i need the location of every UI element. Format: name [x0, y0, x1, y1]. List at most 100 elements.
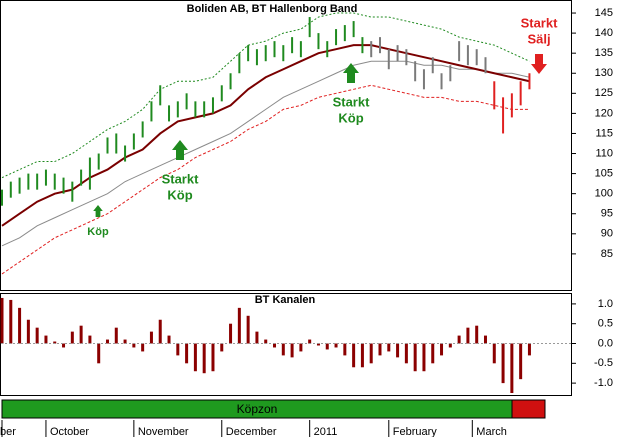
chart-title: Boliden AB, BT Hallenborg Band: [187, 3, 358, 15]
band-line: [1, 84, 530, 275]
oscillator-bar: [466, 327, 470, 344]
annotation: Starkt: [162, 171, 200, 186]
annotation: Köp: [338, 110, 363, 125]
y-tick-label: 125: [595, 87, 613, 99]
oscillator-bar: [185, 343, 189, 364]
oscillator-bar: [158, 319, 162, 344]
x-tick-label: October: [50, 426, 89, 437]
oscillator-bar: [167, 335, 171, 344]
oscillator-bar: [281, 343, 285, 356]
oscillator-bar: [413, 343, 417, 372]
oscillator-bar: [0, 297, 4, 344]
oscillator-bar: [440, 343, 444, 356]
oscillator-bar: [316, 343, 320, 346]
y-tick-label: 120: [595, 107, 613, 119]
y-tick-label: 145: [595, 7, 613, 19]
oscillator-panel: [0, 293, 572, 396]
oscillator-bar: [193, 343, 197, 372]
y-tick-label: 105: [595, 168, 613, 180]
oscillator-bar: [79, 325, 83, 344]
y-tick-label: 130: [595, 67, 613, 79]
x-tick-label: ber: [0, 426, 16, 437]
y-tick-label: 0.0: [598, 337, 613, 349]
y-tick-label: 1.0: [598, 298, 613, 310]
y-tick-label: 0.5: [598, 318, 613, 330]
y-tick-label: 85: [601, 248, 613, 260]
oscillator-bar: [396, 343, 400, 358]
oscillator-bar: [422, 343, 426, 372]
band-line: [1, 60, 530, 247]
oscillator-bar: [492, 343, 496, 364]
zone-label: Köpzon: [237, 402, 278, 416]
oscillator-bar: [141, 343, 145, 352]
oscillator-bar: [360, 343, 364, 368]
signal-arrow: [93, 205, 103, 217]
signal-arrow: [531, 54, 547, 74]
oscillator-bar: [255, 331, 259, 344]
band-line: [1, 12, 530, 179]
y-tick-label: 115: [595, 127, 613, 139]
oscillator-bar: [378, 343, 382, 356]
oscillator-bar: [132, 343, 136, 348]
annotation: Köp: [167, 187, 192, 202]
oscillator-bar: [53, 341, 57, 344]
oscillator-bar: [457, 335, 461, 344]
oscillator-bar: [97, 343, 101, 364]
oscillator-bar: [343, 343, 347, 356]
oscillator-bar: [352, 343, 356, 368]
annotation: Starkt: [521, 15, 559, 30]
y-tick-label: 140: [595, 27, 613, 39]
oscillator-bar: [18, 307, 22, 344]
oscillator-bar: [114, 327, 118, 344]
x-tick-label: November: [138, 426, 189, 437]
oscillator-bar: [299, 343, 303, 352]
oscillator-bar: [527, 343, 531, 356]
oscillator-bar: [308, 339, 312, 344]
oscillator-bar: [510, 343, 514, 394]
oscillator-bar: [211, 343, 215, 372]
oscillator-bar: [519, 343, 523, 380]
oscillator-bar: [35, 327, 39, 344]
oscillator-bar: [229, 323, 233, 344]
oscillator-bar: [246, 315, 250, 344]
oscillator-bar: [237, 307, 241, 344]
y-tick-label: 95: [601, 208, 613, 220]
y-tick-label: 110: [595, 147, 613, 159]
annotation: Köp: [87, 226, 109, 238]
oscillator-bar: [62, 343, 66, 348]
annotation: Sälj: [527, 31, 550, 46]
oscillator-bar: [475, 325, 479, 344]
oscillator-bar: [88, 335, 92, 344]
y-tick-label: 100: [595, 188, 613, 200]
oscillator-bar: [273, 343, 277, 348]
oscillator-bar: [369, 343, 373, 364]
oscillator-bar: [70, 331, 74, 344]
oscillator-bar: [26, 319, 30, 344]
oscillator-bar: [202, 343, 206, 374]
oscillator-bar: [9, 299, 13, 344]
y-tick-label: -0.5: [594, 357, 613, 369]
price-panel: [0, 0, 572, 291]
oscillator-bar: [149, 331, 153, 344]
oscillator-title: BT Kanalen: [255, 294, 316, 306]
oscillator-bar: [448, 343, 452, 348]
oscillator-bar: [44, 335, 48, 344]
y-tick-label: 135: [595, 47, 613, 59]
oscillator-bar: [404, 343, 408, 364]
sell-zone: [511, 399, 546, 419]
signal-arrow: [172, 140, 188, 160]
annotation: Starkt: [333, 94, 371, 109]
x-tick-label: December: [226, 426, 277, 437]
oscillator-bar: [483, 335, 487, 344]
x-tick-label: March: [476, 426, 507, 437]
oscillator-bar: [325, 343, 329, 350]
y-tick-label: 90: [601, 228, 613, 240]
oscillator-bar: [264, 339, 268, 344]
oscillator-bar: [105, 339, 109, 344]
x-tick-label: February: [393, 426, 438, 437]
oscillator-bar: [123, 339, 127, 344]
oscillator-bar: [220, 343, 224, 352]
oscillator-bar: [334, 343, 338, 348]
x-tick-label: 2011: [314, 426, 338, 437]
